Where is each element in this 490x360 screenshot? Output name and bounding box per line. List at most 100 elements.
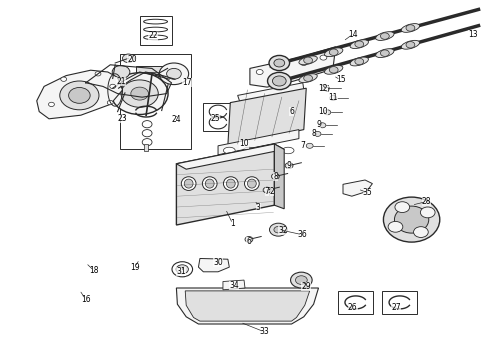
Circle shape xyxy=(306,143,313,148)
Polygon shape xyxy=(238,83,304,103)
Circle shape xyxy=(285,163,293,168)
Polygon shape xyxy=(274,144,284,209)
Text: 35: 35 xyxy=(363,188,372,197)
Ellipse shape xyxy=(324,48,343,57)
Text: 33: 33 xyxy=(260,328,270,336)
Ellipse shape xyxy=(274,59,285,67)
Ellipse shape xyxy=(223,177,238,190)
Text: 2: 2 xyxy=(270,187,274,196)
Text: 19: 19 xyxy=(130,263,140,271)
Circle shape xyxy=(330,95,337,100)
Circle shape xyxy=(324,110,331,115)
Ellipse shape xyxy=(299,74,318,82)
Polygon shape xyxy=(185,291,310,321)
Text: 7: 7 xyxy=(265,187,270,196)
Ellipse shape xyxy=(272,76,286,86)
Text: 10: 10 xyxy=(239,139,249,148)
Text: 1: 1 xyxy=(230,219,235,228)
Circle shape xyxy=(60,81,99,110)
Ellipse shape xyxy=(376,49,394,58)
Text: 24: 24 xyxy=(172,115,181,124)
Ellipse shape xyxy=(406,25,415,31)
Text: 6: 6 xyxy=(289,107,294,116)
Circle shape xyxy=(110,84,116,89)
Bar xyxy=(120,54,191,149)
Text: 34: 34 xyxy=(229,281,239,289)
Circle shape xyxy=(291,272,312,288)
Circle shape xyxy=(388,221,403,232)
Circle shape xyxy=(295,276,307,284)
Ellipse shape xyxy=(299,56,318,65)
Text: 36: 36 xyxy=(297,230,307,239)
Circle shape xyxy=(49,102,54,107)
Circle shape xyxy=(107,100,113,105)
Circle shape xyxy=(320,55,327,60)
Text: 3: 3 xyxy=(256,202,261,211)
Ellipse shape xyxy=(176,265,188,274)
Ellipse shape xyxy=(304,75,313,81)
Ellipse shape xyxy=(355,41,364,48)
Circle shape xyxy=(263,187,271,193)
Text: 10: 10 xyxy=(318,107,328,116)
Ellipse shape xyxy=(205,179,214,188)
Ellipse shape xyxy=(401,40,419,49)
Circle shape xyxy=(148,73,156,78)
Text: 5: 5 xyxy=(324,85,329,94)
Ellipse shape xyxy=(243,147,255,154)
Text: 11: 11 xyxy=(328,93,338,102)
Text: 22: 22 xyxy=(148,31,158,40)
Text: 15: 15 xyxy=(336,76,345,85)
Ellipse shape xyxy=(380,50,389,57)
Text: 20: 20 xyxy=(127,55,137,64)
Ellipse shape xyxy=(394,206,429,233)
Ellipse shape xyxy=(247,179,256,188)
Text: 30: 30 xyxy=(213,258,223,266)
Circle shape xyxy=(111,73,168,114)
Ellipse shape xyxy=(304,57,313,64)
Ellipse shape xyxy=(380,33,389,39)
Polygon shape xyxy=(228,88,306,146)
Ellipse shape xyxy=(383,197,440,242)
Ellipse shape xyxy=(350,40,368,49)
Circle shape xyxy=(112,66,130,78)
Text: 26: 26 xyxy=(348,303,358,312)
Ellipse shape xyxy=(226,179,235,188)
Text: 32: 32 xyxy=(278,226,288,235)
Circle shape xyxy=(414,227,428,238)
Text: 7: 7 xyxy=(300,141,305,150)
Circle shape xyxy=(245,237,253,242)
Circle shape xyxy=(314,131,321,136)
Ellipse shape xyxy=(223,147,235,154)
Text: 16: 16 xyxy=(81,295,91,304)
Text: 8: 8 xyxy=(273,172,278,181)
Ellipse shape xyxy=(268,72,291,90)
Text: 12: 12 xyxy=(318,84,328,93)
Circle shape xyxy=(420,207,435,218)
Circle shape xyxy=(395,202,410,212)
Bar xyxy=(203,103,233,131)
Ellipse shape xyxy=(184,179,193,188)
Text: 21: 21 xyxy=(116,77,126,85)
Text: 14: 14 xyxy=(348,30,358,39)
Circle shape xyxy=(271,174,279,179)
Ellipse shape xyxy=(172,262,193,277)
Polygon shape xyxy=(176,144,274,225)
Ellipse shape xyxy=(329,49,338,55)
Circle shape xyxy=(121,80,158,107)
Ellipse shape xyxy=(355,58,364,65)
Circle shape xyxy=(256,69,263,75)
Text: 9: 9 xyxy=(287,161,292,170)
Polygon shape xyxy=(218,130,299,155)
Circle shape xyxy=(61,77,67,81)
Circle shape xyxy=(167,68,181,79)
Text: 9: 9 xyxy=(316,120,321,129)
Ellipse shape xyxy=(329,67,338,73)
Circle shape xyxy=(322,86,329,91)
Ellipse shape xyxy=(406,41,415,48)
Circle shape xyxy=(300,60,307,66)
Text: 8: 8 xyxy=(311,129,316,138)
Circle shape xyxy=(131,87,148,100)
Ellipse shape xyxy=(376,32,394,40)
Ellipse shape xyxy=(181,177,196,190)
Text: 27: 27 xyxy=(391,303,401,312)
